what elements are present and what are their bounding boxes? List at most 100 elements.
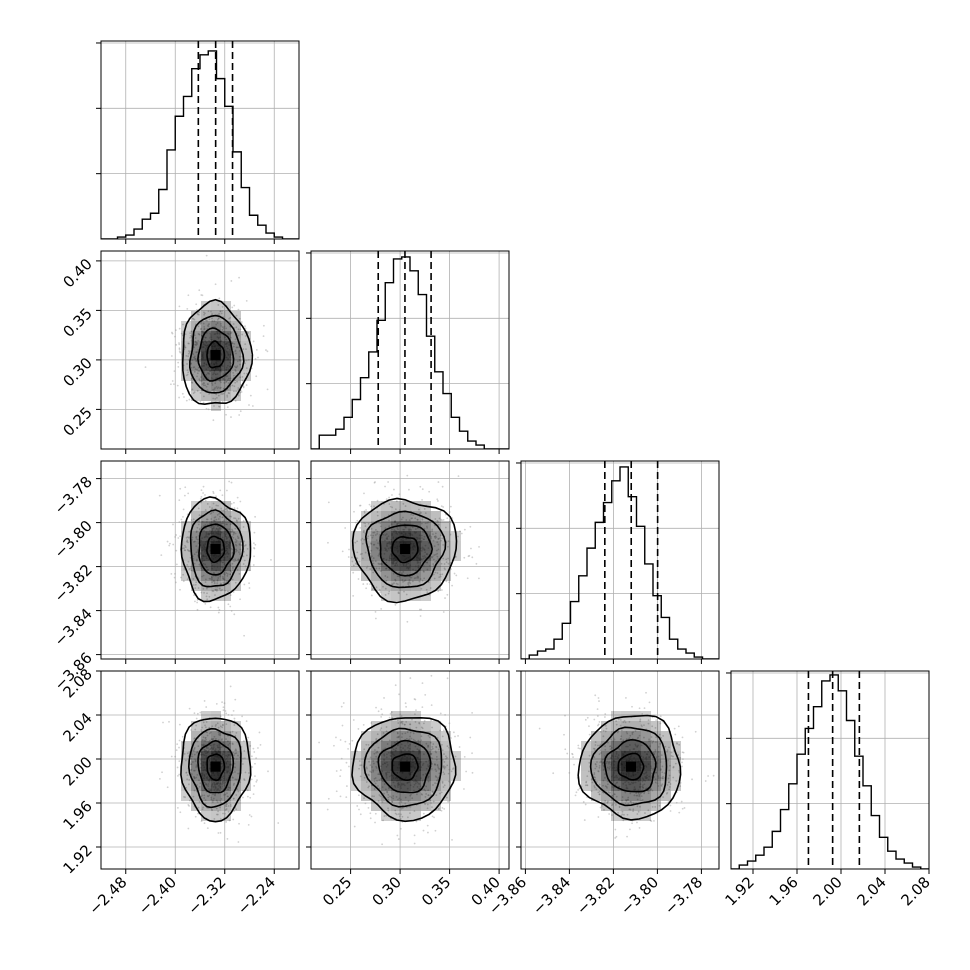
sample-point (651, 789, 654, 792)
contour-level-1 (198, 523, 235, 576)
sample-point (232, 536, 235, 539)
sample-point (374, 560, 377, 563)
sample-point (234, 381, 237, 384)
sample-point (214, 283, 217, 286)
sample-point (190, 569, 193, 572)
density-cell (351, 531, 361, 541)
sample-point (216, 318, 219, 321)
density-cell (631, 781, 641, 791)
density-cell (181, 351, 191, 361)
sample-point (223, 381, 226, 384)
sample-point (399, 817, 402, 820)
sample-point (433, 535, 436, 538)
sample-point (184, 333, 187, 336)
sample-point (178, 396, 181, 399)
sample-point (583, 819, 586, 821)
sample-point (387, 481, 390, 483)
sample-point (215, 495, 217, 498)
sample-point (615, 723, 618, 726)
sample-point (662, 734, 665, 737)
contour-level-2 (364, 510, 447, 589)
sample-point (220, 312, 223, 315)
sample-point (406, 474, 409, 477)
sample-point (415, 820, 418, 823)
density-cell (201, 511, 211, 521)
density-cell (221, 571, 231, 581)
sample-point (391, 583, 394, 586)
sample-point (409, 731, 412, 734)
sample-point (385, 730, 388, 733)
sample-point (188, 246, 190, 248)
sample-point (471, 771, 474, 774)
density-cell (421, 591, 431, 601)
sample-point (235, 749, 238, 752)
sample-point (193, 747, 196, 749)
sample-point (208, 794, 211, 797)
sample-point (203, 328, 206, 330)
sample-point (437, 808, 440, 810)
sample-point (344, 527, 347, 529)
sample-point (195, 538, 198, 540)
density-cell (421, 571, 431, 581)
sample-point (223, 573, 226, 576)
sample-point (194, 357, 197, 360)
sample-point (237, 772, 239, 775)
histogram-bars-2 (521, 466, 719, 659)
sample-point (368, 503, 371, 506)
sample-point (358, 808, 360, 811)
sample-point (199, 711, 202, 714)
sample-point (172, 543, 175, 546)
sample-point (438, 576, 441, 579)
sample-point (265, 349, 267, 351)
density-cell (391, 581, 401, 591)
sample-point (179, 811, 182, 814)
sample-point (193, 334, 196, 337)
sample-point (456, 535, 459, 538)
sample-point (433, 763, 436, 765)
density-cell (421, 581, 431, 591)
sample-point (220, 507, 223, 510)
histogram-panel-1 (306, 250, 510, 454)
density-cell (191, 761, 201, 771)
sample-point (620, 735, 623, 738)
sample-point (572, 756, 574, 759)
density-cell (371, 721, 381, 731)
density-cell (391, 561, 401, 571)
density-cell (641, 791, 651, 801)
sample-point (187, 352, 190, 355)
sample-point (227, 392, 230, 394)
sample-point (386, 576, 389, 579)
sample-point (176, 743, 179, 746)
sample-point (602, 729, 605, 732)
sample-point (223, 578, 226, 581)
sample-point (389, 712, 392, 715)
sample-point (420, 793, 423, 795)
sample-point (200, 820, 203, 823)
density-cell (391, 751, 401, 761)
sample-point (191, 749, 194, 752)
sample-point (392, 572, 395, 575)
sample-point (639, 805, 641, 808)
sample-point (196, 389, 199, 392)
density-cell (221, 731, 231, 741)
sample-point (191, 538, 194, 541)
sample-point (235, 794, 238, 796)
sample-point (588, 725, 590, 728)
sample-point (196, 599, 199, 601)
sample-point (670, 755, 673, 757)
sample-point (250, 778, 253, 781)
sample-point (599, 761, 602, 764)
sample-point (356, 557, 359, 560)
density-cell (191, 521, 201, 531)
sample-point (402, 580, 404, 583)
sample-point (398, 813, 400, 815)
sample-point (195, 535, 198, 538)
sample-point (184, 546, 187, 549)
sample-point (224, 812, 226, 815)
sample-point (244, 544, 247, 546)
sample-point (457, 735, 459, 737)
contour-level-2 (363, 727, 443, 808)
density-cell (371, 561, 381, 571)
sample-point (637, 736, 640, 739)
sample-point (170, 572, 173, 575)
